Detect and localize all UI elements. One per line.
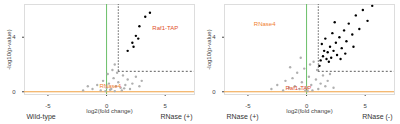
- svg-text:4: 4: [212, 34, 216, 40]
- svg-text:5: 5: [364, 103, 368, 109]
- svg-text:log2(fold change): log2(fold change): [86, 108, 132, 114]
- svg-text:-5: -5: [45, 103, 51, 109]
- svg-text:RNase4: RNase4: [254, 21, 276, 27]
- svg-text:-log10(p-value): -log10(p-value): [206, 29, 212, 69]
- svg-text:Wild-type: Wild-type: [27, 113, 56, 121]
- svg-text:RNase (+): RNase (+): [227, 113, 259, 121]
- svg-text:log2(fold change): log2(fold change): [286, 108, 332, 114]
- svg-text:Raf1-TAP: Raf1-TAP: [152, 25, 178, 31]
- svg-text:RNase (-): RNase (-): [362, 113, 392, 121]
- svg-text:-log10(p-value): -log10(p-value): [6, 29, 12, 69]
- svg-text:0: 0: [304, 102, 309, 109]
- svg-text:-5: -5: [245, 103, 251, 109]
- svg-text:RNase (+): RNase (+): [160, 113, 192, 121]
- svg-text:0: 0: [212, 89, 216, 95]
- svg-text:5: 5: [164, 103, 168, 109]
- svg-text:0: 0: [12, 89, 16, 95]
- svg-text:RNase4: RNase4: [100, 83, 122, 89]
- svg-text:0: 0: [104, 102, 109, 109]
- svg-text:Raf1-TAP: Raf1-TAP: [285, 85, 311, 91]
- svg-text:4: 4: [12, 34, 16, 40]
